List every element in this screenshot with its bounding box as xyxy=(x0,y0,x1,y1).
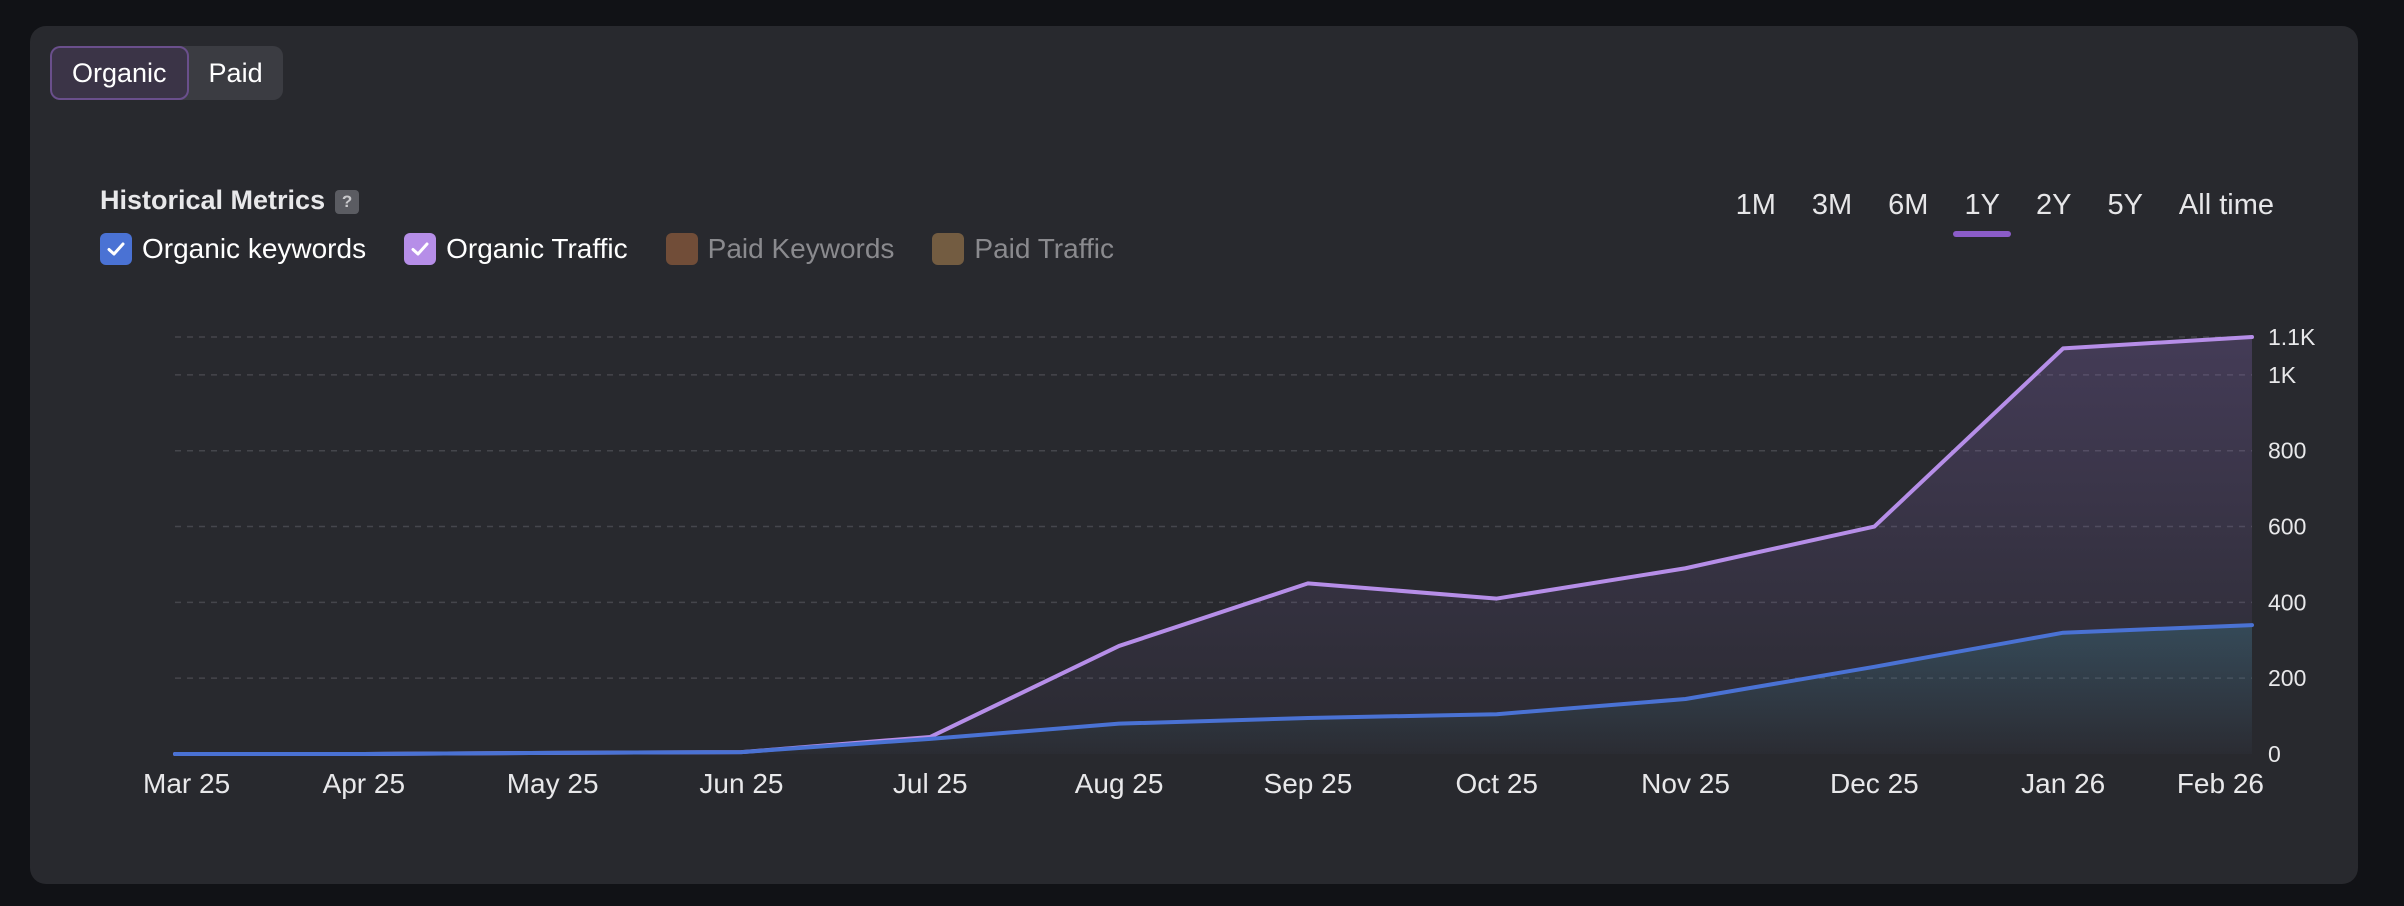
time-range-selector: 1M 3M 6M 1Y 2Y 5Y All time xyxy=(1718,185,2292,237)
x-tick-label: Oct 25 xyxy=(1455,768,1537,799)
tab-paid[interactable]: Paid xyxy=(208,58,263,88)
legend-paid-traffic[interactable]: Paid Traffic xyxy=(932,233,1114,265)
range-1m[interactable]: 1M xyxy=(1735,189,1776,221)
x-tick-label: Feb 26 xyxy=(2177,768,2264,799)
x-tick-label: Jul 25 xyxy=(893,768,968,799)
x-tick-label: Dec 25 xyxy=(1830,768,1919,799)
x-tick-label: Mar 25 xyxy=(143,768,230,799)
series-lines xyxy=(173,335,2254,756)
line-organic-keywords[interactable] xyxy=(173,623,2254,756)
legend-paid-keywords[interactable]: Paid Keywords xyxy=(665,233,895,265)
y-tick-label: 400 xyxy=(2268,589,2306,615)
range-5y[interactable]: 5Y xyxy=(2107,189,2143,221)
legend-organic-traffic[interactable]: Organic Traffic xyxy=(404,233,628,265)
area-organic-traffic xyxy=(175,337,2252,754)
y-axis-ticks: 0 200 400 600 800 1K 1.1K xyxy=(2268,324,2316,767)
y-tick-label: 1K xyxy=(2268,362,2297,388)
checkbox-unchecked-icon[interactable] xyxy=(932,233,965,265)
legend-label: Organic Traffic xyxy=(446,233,628,264)
x-tick-label: Jan 26 xyxy=(2021,768,2105,799)
x-tick-label: Aug 25 xyxy=(1075,768,1164,799)
y-tick-label: 200 xyxy=(2268,665,2306,691)
checkbox-checked-icon[interactable] xyxy=(100,233,132,265)
organic-paid-toggle: Organic Paid xyxy=(50,46,283,100)
y-tick-label: 0 xyxy=(2268,741,2281,767)
x-tick-label: Jun 25 xyxy=(699,768,783,799)
range-all-time[interactable]: All time xyxy=(2178,189,2274,221)
chart-title: Historical Metrics xyxy=(100,185,326,215)
help-icon[interactable]: ? xyxy=(335,190,360,214)
x-axis-ticks: Mar 25 Apr 25 May 25 Jun 25 Jul 25 Aug 25 Sep … xyxy=(143,768,2264,799)
x-tick-label: Apr 25 xyxy=(323,768,406,799)
chart-header: Historical Metrics ? xyxy=(100,185,360,216)
x-tick-label: Sep 25 xyxy=(1264,768,1353,799)
area-fills xyxy=(175,337,2252,754)
chart-legend: Organic keywords Organic Traffic Paid Ke… xyxy=(100,233,1114,265)
legend-label: Paid Traffic xyxy=(974,233,1114,264)
checkbox-unchecked-icon[interactable] xyxy=(665,233,698,265)
area-organic-keywords xyxy=(175,625,2252,754)
x-tick-label: Nov 25 xyxy=(1641,768,1730,799)
range-6m[interactable]: 6M xyxy=(1888,189,1929,221)
range-2y[interactable]: 2Y xyxy=(2035,189,2072,221)
x-tick-label: May 25 xyxy=(507,768,599,799)
tab-organic[interactable]: Organic xyxy=(50,46,189,100)
y-tick-label: 1.1K xyxy=(2268,324,2316,350)
legend-organic-keywords[interactable]: Organic keywords xyxy=(100,233,366,265)
y-tick-label: 600 xyxy=(2268,514,2306,540)
y-tick-label: 800 xyxy=(2268,438,2306,464)
range-1y[interactable]: 1Y xyxy=(1946,185,2017,237)
legend-label: Paid Keywords xyxy=(707,233,895,264)
range-3m[interactable]: 3M xyxy=(1811,189,1853,221)
checkbox-checked-icon[interactable] xyxy=(404,233,437,265)
legend-label: Organic keywords xyxy=(142,233,367,264)
